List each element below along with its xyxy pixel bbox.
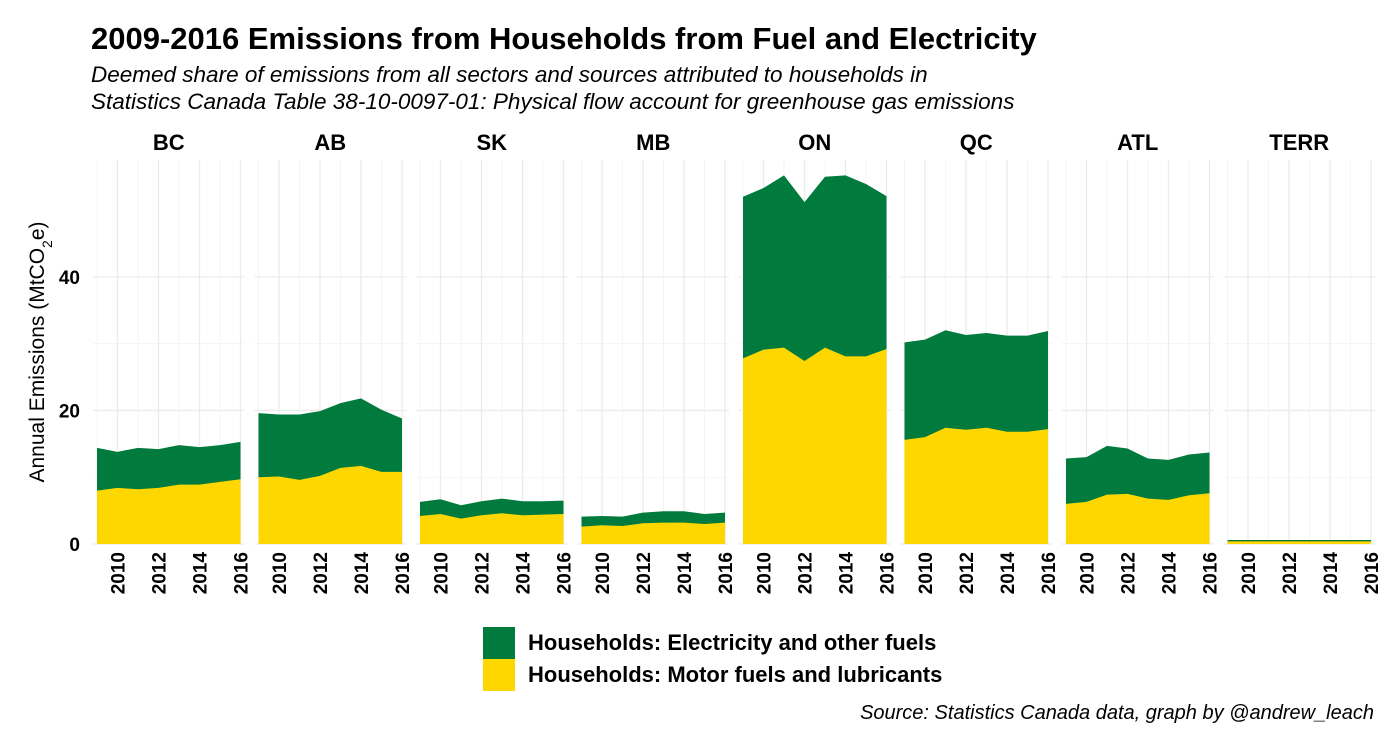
x-tick-label: 2010 <box>916 552 937 594</box>
x-tick-label: 2010 <box>1078 552 1099 594</box>
x-tick-label: 2012 <box>1119 552 1140 594</box>
chart-title: 2009-2016 Emissions from Households from… <box>91 21 1037 56</box>
y-tick-label: 20 <box>59 401 80 422</box>
legend-label-electricity: Households: Electricity and other fuels <box>528 630 937 655</box>
x-tick-label: 2014 <box>191 552 212 595</box>
x-tick-label: 2012 <box>634 552 655 594</box>
x-tick-label: 2014 <box>1160 552 1181 595</box>
x-tick-label: 2012 <box>473 552 494 594</box>
area-motor-qc <box>904 427 1048 544</box>
legend-swatch-motor <box>483 659 515 691</box>
x-tick-label: 2010 <box>593 552 614 594</box>
x-tick-label: 2012 <box>1280 552 1301 594</box>
x-tick-label: 2012 <box>150 552 171 594</box>
panel-label-sk: SK <box>476 130 507 155</box>
area-motor-atl <box>1066 493 1210 544</box>
legend: Households: Electricity and other fuels … <box>483 627 942 691</box>
x-tick-label: 2016 <box>1201 552 1222 594</box>
legend-swatch-electricity <box>483 627 515 659</box>
area-motor-sk <box>420 513 564 544</box>
x-tick-label: 2010 <box>432 552 453 594</box>
y-axis-title: Annual Emissions (MtCO2e) <box>26 221 55 482</box>
area-motor-on <box>743 347 887 544</box>
x-tick-label: 2014 <box>352 552 373 595</box>
x-tick-label: 2016 <box>878 552 899 594</box>
x-tick-label: 2016 <box>232 552 253 594</box>
panel-label-mb: MB <box>636 130 670 155</box>
panel-label-bc: BC <box>153 130 185 155</box>
x-tick-label: 2012 <box>311 552 332 594</box>
x-tick-label: 2010 <box>270 552 291 594</box>
x-tick-label: 2014 <box>837 552 858 595</box>
x-tick-label: 2016 <box>1362 552 1383 594</box>
y-tick-label: 40 <box>59 268 80 289</box>
x-tick-label: 2012 <box>957 552 978 594</box>
area-motor-ab <box>258 465 402 544</box>
chart-subtitle-line-2: Statistics Canada Table 38-10-0097-01: P… <box>91 89 1015 114</box>
legend-label-motor: Households: Motor fuels and lubricants <box>528 662 943 687</box>
panel-label-ab: AB <box>314 130 346 155</box>
y-tick-label: 0 <box>69 535 80 556</box>
panel-label-terr: TERR <box>1269 130 1329 155</box>
x-tick-label: 2014 <box>514 552 535 595</box>
legend-item-motor: Households: Motor fuels and lubricants <box>483 659 942 691</box>
x-tick-label: 2010 <box>1239 552 1260 594</box>
panel-label-on: ON <box>798 130 831 155</box>
area-motor-bc <box>97 479 241 544</box>
chart-subtitle-line-1: Deemed share of emissions from all secto… <box>91 62 928 87</box>
x-tick-label: 2014 <box>1321 552 1342 595</box>
area-motor-terr <box>1227 541 1371 544</box>
x-tick-label: 2014 <box>998 552 1019 595</box>
x-tick-label: 2016 <box>1039 552 1060 594</box>
chart-source: Source: Statistics Canada data, graph by… <box>860 702 1374 724</box>
x-tick-label: 2014 <box>675 552 696 595</box>
x-tick-label: 2016 <box>393 552 414 594</box>
x-tick-label: 2012 <box>796 552 817 594</box>
legend-item-electricity: Households: Electricity and other fuels <box>483 627 942 659</box>
panel-label-qc: QC <box>960 130 993 155</box>
panel-label-atl: ATL <box>1117 130 1158 155</box>
x-tick-label: 2016 <box>716 552 737 594</box>
x-tick-label: 2010 <box>755 552 776 594</box>
x-tick-label: 2010 <box>109 552 130 594</box>
x-tick-label: 2016 <box>555 552 576 594</box>
area-motor-mb <box>581 522 725 544</box>
